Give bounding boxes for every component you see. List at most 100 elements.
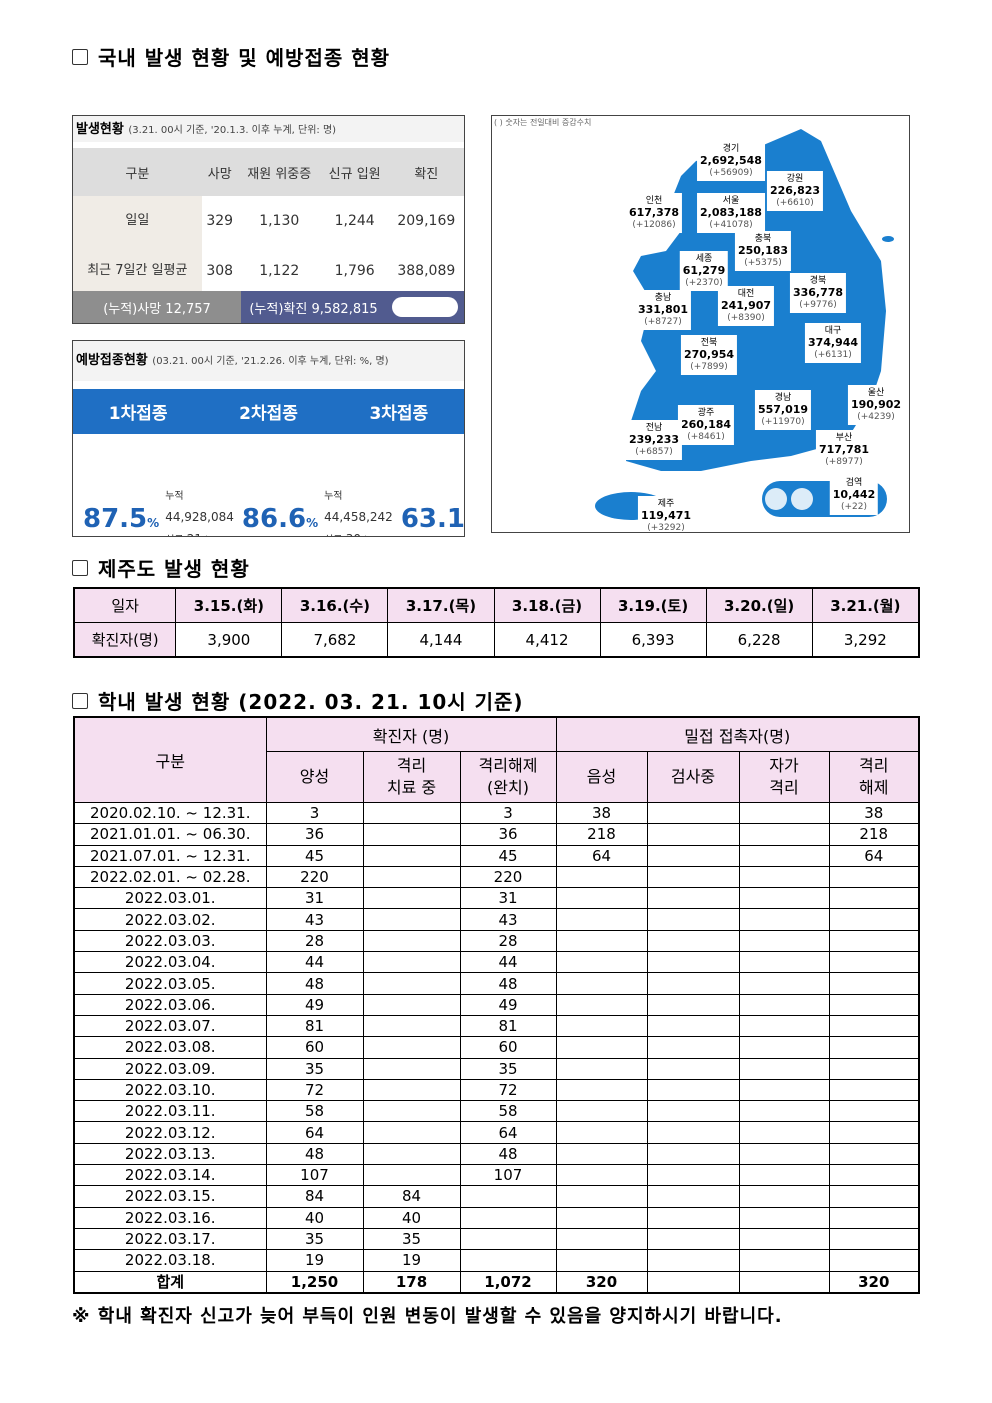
cell <box>362 929 461 953</box>
cell: 19 <box>362 1249 461 1272</box>
cell: 84 <box>362 1185 461 1208</box>
occ-cell: 1,796 <box>334 263 375 279</box>
cell: 44 <box>265 951 364 974</box>
cell <box>362 801 461 825</box>
cell <box>555 1121 648 1144</box>
cell <box>738 1078 830 1102</box>
cell: 48 <box>265 1142 364 1166</box>
occ-cell: 209,169 <box>397 213 456 229</box>
total-row: 합계 1,250 178 1,072 320 320 <box>73 1270 920 1294</box>
cell <box>828 1078 920 1102</box>
region-label-6: 세종 61,279 (+2370) <box>679 251 729 291</box>
region-total: 119,471 <box>640 509 692 522</box>
cell <box>738 844 830 867</box>
cell <box>459 1206 557 1229</box>
cell: 44 <box>459 951 557 974</box>
cell <box>828 1057 920 1080</box>
cell <box>738 929 830 953</box>
region-total: 239,233 <box>628 433 680 446</box>
checkbox-icon <box>72 48 88 65</box>
subheader: 양성 <box>265 751 364 803</box>
dose-detail-line: 누적 44,928,084 <box>165 487 234 529</box>
cell <box>738 1057 830 1080</box>
cell <box>362 1014 461 1038</box>
cell <box>646 1142 740 1166</box>
region-label-3: 인천 617,378 (+12086) <box>625 193 683 233</box>
dose-detail-line: 신규 30▲ <box>324 529 393 536</box>
cell: 35 <box>459 1057 557 1080</box>
row-date: 2022.03.02. <box>73 908 267 931</box>
table-row: 2022.03.06. 49 49 <box>73 993 920 1016</box>
cell <box>828 1164 920 1187</box>
region-delta: (+11970) <box>761 417 805 427</box>
cell: 43 <box>265 908 364 931</box>
dose-header: 2차접종 <box>239 404 298 424</box>
row-date: 2022.03.13. <box>73 1142 267 1166</box>
region-delta: (+6857) <box>635 447 673 457</box>
region-delta: (+22) <box>840 502 868 512</box>
cell <box>828 887 920 910</box>
cell <box>738 801 830 825</box>
region-label-14: 광주 260,184 (+8461) <box>677 405 735 445</box>
cell <box>738 993 830 1016</box>
table-row: 2022.03.17. 35 35 <box>73 1227 920 1251</box>
occ-header: 신규 입원 <box>320 148 389 196</box>
jeju-date: 3.20.(일) <box>705 587 813 623</box>
cell <box>362 1164 461 1187</box>
cell: 60 <box>265 1036 364 1059</box>
cell: 35 <box>265 1057 364 1080</box>
region-label-2: 강원 226,823 (+6610) <box>766 171 824 211</box>
cell <box>738 908 830 931</box>
cell <box>828 1206 920 1229</box>
percent-unit: % <box>147 516 160 530</box>
cell <box>555 1078 648 1102</box>
cell: 40 <box>362 1206 461 1229</box>
region-name: 충남 <box>654 293 672 303</box>
cell <box>646 1164 740 1187</box>
jeju-table: 일자 3.15.(화) 3.16.(수) 3.17.(목) 3.18.(금) 3.19.(… <box>73 587 920 658</box>
title-text: 예방접종현황 <box>76 353 148 368</box>
section-title-text: 국내 발생 현황 및 예방접종 현황 <box>98 46 391 70</box>
total-cell: 1,072 <box>459 1270 557 1294</box>
region-name: 충북 <box>754 234 772 244</box>
detail-label: 누적 <box>165 491 184 502</box>
section-title-school: 학내 발생 현황 (2022. 03. 21. 10시 기준) <box>72 686 524 715</box>
cell <box>828 1036 920 1059</box>
table-row: 2022.03.12. 64 64 <box>73 1121 920 1144</box>
total-cell: 320 <box>555 1270 648 1294</box>
region-delta: (+9776) <box>799 300 837 310</box>
row-date: 2022.03.15. <box>73 1185 267 1208</box>
table-row: 2022.03.18. 19 19 <box>73 1249 920 1272</box>
cell <box>828 1249 920 1272</box>
dose-percent: 63.1% <box>401 504 464 534</box>
region-name: 경남 <box>774 393 792 403</box>
cell: 49 <box>459 993 557 1016</box>
cell <box>828 972 920 995</box>
header-category: 구분 <box>73 716 267 803</box>
dose-percent: 87.5% <box>83 504 159 534</box>
region-total: 61,279 <box>682 264 726 277</box>
jeju-date: 3.17.(목) <box>387 587 495 623</box>
table-row: 2022.03.14. 107 107 <box>73 1164 920 1187</box>
cell: 31 <box>459 887 557 910</box>
cell: 48 <box>265 972 364 995</box>
region-delta: (+12086) <box>632 220 676 230</box>
cell <box>646 1014 740 1038</box>
header-contacts: 밀접 접촉자(명) <box>555 716 920 752</box>
cell: 64 <box>459 1121 557 1144</box>
region-name: 경기 <box>722 144 740 154</box>
cell <box>362 1057 461 1080</box>
total-cell: 합계 <box>73 1270 267 1294</box>
region-name: 경북 <box>809 276 827 286</box>
section-title-text: 학내 발생 현황 (2022. 03. 21. 10시 기준) <box>98 690 524 714</box>
cell <box>828 1142 920 1166</box>
region-label-4: 서울 2,083,188 (+41078) <box>697 193 765 233</box>
cell <box>555 972 648 995</box>
cell: 81 <box>459 1014 557 1038</box>
dose-details: 누적 44,458,242신규 30▲ <box>324 487 393 536</box>
cell <box>555 1057 648 1080</box>
cell <box>555 1100 648 1123</box>
total-cell <box>738 1270 830 1294</box>
cell <box>738 1206 830 1229</box>
